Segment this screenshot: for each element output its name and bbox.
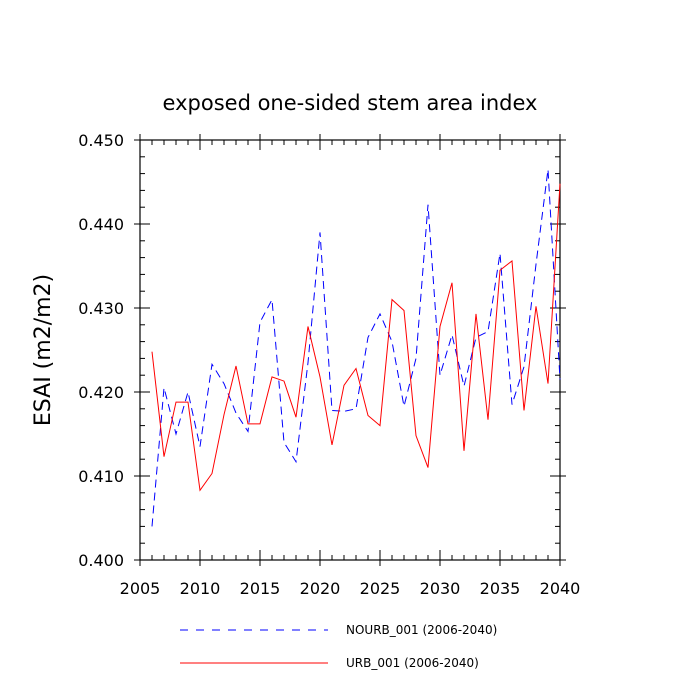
x-tick-label: 2025 xyxy=(360,579,401,598)
legend: NOURB_001 (2006-2040) URB_001 (2006-2040) xyxy=(180,623,497,670)
series-lines xyxy=(151,169,561,527)
y-axis-label: ESAI (m2/m2) xyxy=(31,274,56,426)
y-tick-label: 0.430 xyxy=(78,299,124,318)
chart-title: exposed one-sided stem area index xyxy=(163,91,538,115)
legend-label-nourb: NOURB_001 (2006-2040) xyxy=(346,623,497,637)
series-line-urb xyxy=(151,183,561,492)
series-line-nourb xyxy=(151,169,561,527)
x-tick-label: 2010 xyxy=(180,579,221,598)
axis-ticks xyxy=(134,134,566,566)
y-tick-label: 0.420 xyxy=(78,383,124,402)
y-tick-label: 0.440 xyxy=(78,215,124,234)
axis-tick-labels: 2005 2010 2015 2020 2025 2030 2035 2040 0.400 0.4… xyxy=(78,131,580,598)
x-tick-label: 2040 xyxy=(540,579,581,598)
y-tick-label: 0.410 xyxy=(78,467,124,486)
x-tick-label: 2035 xyxy=(480,579,521,598)
y-tick-label: 0.400 xyxy=(78,551,124,570)
legend-label-urb: URB_001 (2006-2040) xyxy=(346,656,479,670)
x-tick-label: 2015 xyxy=(240,579,281,598)
x-tick-label: 2030 xyxy=(420,579,461,598)
y-tick-label: 0.450 xyxy=(78,131,124,150)
x-tick-label: 2005 xyxy=(120,579,161,598)
plot-frame xyxy=(139,139,561,561)
x-tick-label: 2020 xyxy=(300,579,341,598)
